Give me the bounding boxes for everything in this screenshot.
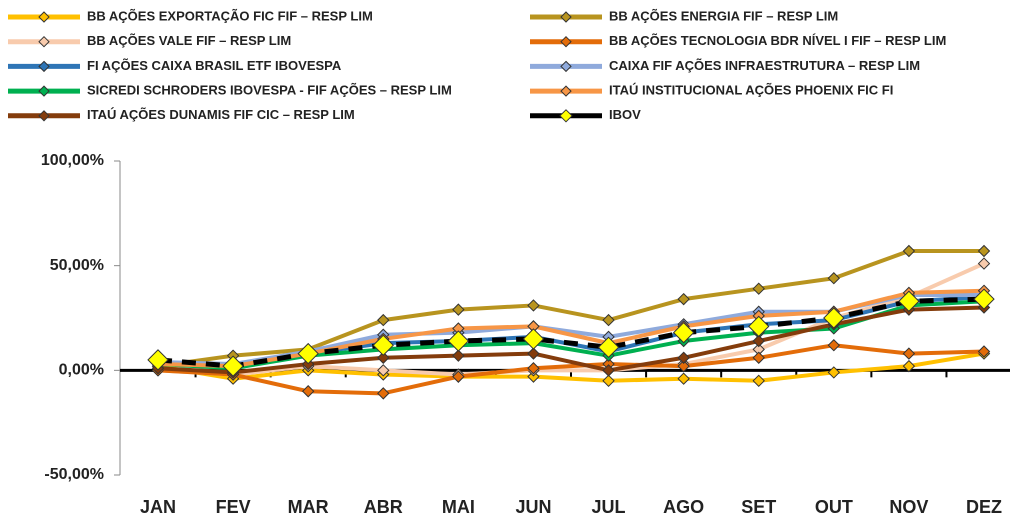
series-line	[157, 351, 985, 383]
series-line	[157, 299, 985, 371]
marker	[522, 328, 545, 350]
marker	[672, 321, 695, 344]
marker	[297, 342, 319, 365]
marker	[602, 374, 615, 388]
legend-label: CAIXA FIF AÇÕES INFRAESTRUTURA – RESP LI…	[609, 58, 920, 73]
marker	[527, 362, 540, 375]
legend-label: BB AÇÕES VALE FIF – RESP LIM	[87, 33, 291, 48]
legend-marker	[560, 85, 572, 97]
series-line	[157, 296, 985, 369]
marker	[377, 364, 390, 377]
y-tick-label: 0,00%	[59, 362, 104, 379]
marker	[752, 282, 765, 295]
marker	[973, 288, 995, 310]
series-line	[157, 343, 985, 396]
x-tick-label: JAN	[140, 497, 176, 517]
marker	[902, 359, 916, 373]
marker	[377, 351, 390, 364]
marker	[677, 372, 690, 385]
marker	[452, 370, 465, 383]
x-tick-label: JUL	[592, 497, 626, 517]
x-tick-label: DEZ	[966, 497, 1002, 517]
legend-label: BB AÇÕES ENERGIA FIF – RESP LIM	[609, 8, 838, 23]
legend-label: ITAÚ INSTITUCIONAL AÇÕES PHOENIX FIC FI	[609, 83, 893, 98]
x-tick-label: AGO	[663, 497, 704, 517]
marker	[752, 374, 765, 388]
marker	[222, 355, 244, 377]
legend-marker	[38, 35, 50, 48]
legend-marker	[560, 11, 572, 23]
x-tick-label: MAR	[288, 497, 329, 517]
marker	[377, 313, 390, 327]
marker	[677, 292, 690, 306]
marker	[372, 334, 394, 356]
y-tick-label: 50,00%	[50, 257, 104, 274]
legend-label: IBOV	[609, 107, 641, 122]
marker	[827, 339, 841, 352]
marker	[823, 307, 845, 329]
marker	[898, 290, 920, 312]
legend-label: FI AÇÕES CAIXA BRASIL ETF IBOVESPA	[87, 58, 342, 73]
legend-marker	[38, 85, 50, 97]
marker	[902, 347, 916, 360]
x-tick-label: FEV	[216, 497, 251, 517]
x-tick-label: NOV	[889, 497, 928, 517]
legend-marker	[560, 60, 572, 73]
marker	[527, 299, 540, 312]
marker	[527, 370, 540, 383]
marker	[301, 385, 315, 398]
x-tick-label: ABR	[364, 497, 403, 517]
x-tick-label: OUT	[815, 497, 853, 517]
marker	[602, 313, 615, 327]
legend-marker	[560, 35, 572, 48]
marker	[447, 330, 470, 352]
legend-label: SICREDI SCHRODERS IBOVESPA - FIF AÇÕES –…	[87, 83, 452, 98]
legend-marker	[38, 11, 50, 23]
marker	[452, 349, 465, 362]
marker	[677, 351, 690, 364]
y-tick-label: -50,00%	[44, 466, 104, 483]
legend-label: ITAÚ AÇÕES DUNAMIS FIF CIC – RESP LIM	[87, 107, 355, 122]
marker	[977, 257, 991, 270]
marker	[827, 272, 841, 285]
marker	[597, 336, 620, 359]
marker	[527, 347, 540, 360]
legend-marker	[38, 60, 50, 73]
series-line	[157, 288, 985, 369]
legend-label: BB AÇÕES EXPORTAÇÃO FIC FIF – RESP LIM	[87, 8, 373, 23]
series-line	[157, 261, 985, 377]
marker	[902, 244, 916, 258]
marker	[748, 315, 770, 338]
x-tick-label: MAI	[442, 497, 475, 517]
series-line	[157, 249, 984, 369]
marker	[377, 387, 390, 400]
y-tick-label: 100,00%	[41, 152, 104, 169]
marker	[677, 359, 690, 373]
marker	[977, 345, 991, 358]
marker	[602, 364, 615, 377]
marker	[752, 351, 765, 364]
x-tick-label: SET	[741, 497, 776, 517]
marker	[977, 244, 991, 258]
legend-marker	[38, 110, 50, 122]
legend-label: BB AÇÕES TECNOLOGIA BDR NÍVEL I FIF – RE…	[609, 33, 946, 48]
series-line	[157, 305, 985, 375]
marker	[452, 303, 465, 316]
x-tick-label: JUN	[515, 497, 551, 517]
marker	[147, 349, 169, 371]
marker	[827, 366, 841, 379]
marker	[752, 334, 765, 348]
legend-marker	[559, 109, 573, 123]
